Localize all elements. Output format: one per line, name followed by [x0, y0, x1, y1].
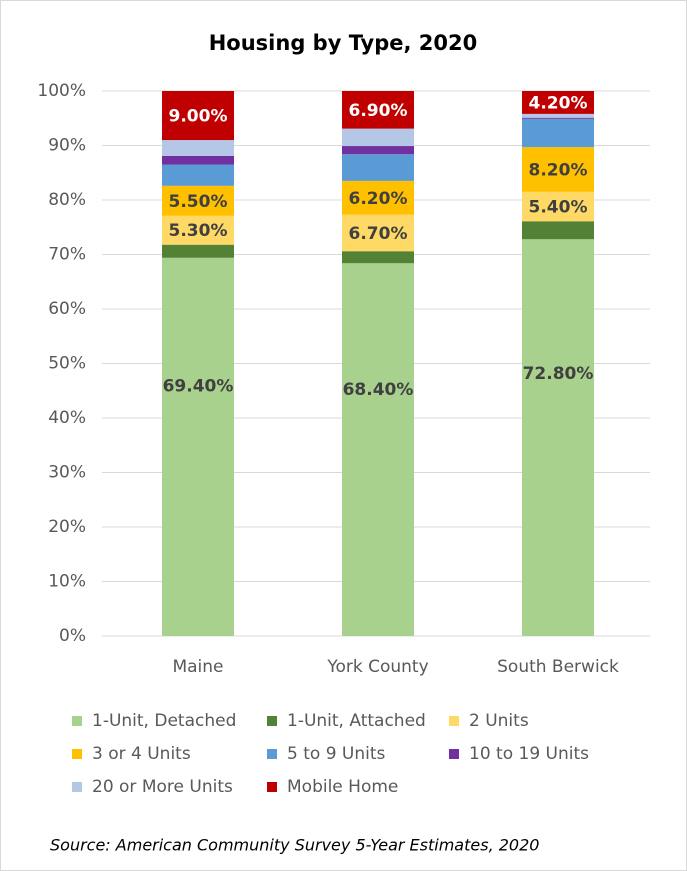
data-label: 72.80% — [523, 364, 594, 384]
bar-segment — [162, 91, 234, 141]
legend-swatch — [72, 716, 82, 726]
bar-segment — [522, 147, 594, 192]
y-tick-label: 10% — [48, 572, 86, 592]
bar-segment — [342, 91, 414, 129]
legend-swatch — [267, 782, 277, 792]
bar-segment — [162, 257, 234, 636]
bar-segment — [522, 117, 594, 119]
y-tick-label: 20% — [48, 517, 86, 537]
bar-segment — [522, 191, 594, 222]
data-label: 6.70% — [349, 224, 408, 244]
data-label: 4.20% — [529, 93, 588, 113]
legend-label: 10 to 19 Units — [469, 744, 589, 764]
bar-segment — [342, 146, 414, 155]
data-label: 68.40% — [343, 380, 414, 400]
y-tick-label: 50% — [48, 354, 86, 374]
y-tick-label: 30% — [48, 463, 86, 483]
legend-swatch — [267, 716, 277, 726]
y-tick-label: 80% — [48, 190, 86, 210]
bar-segment — [162, 164, 234, 186]
y-tick-label: 60% — [48, 299, 86, 319]
bar-segment — [162, 140, 234, 156]
y-tick-label: 70% — [48, 245, 86, 265]
legend-label: Mobile Home — [287, 777, 398, 797]
bar-segment — [162, 244, 234, 258]
data-label: 69.40% — [163, 376, 234, 396]
bar-segment — [342, 214, 414, 252]
data-label: 6.20% — [349, 189, 408, 209]
x-tick-label: York County — [326, 657, 428, 677]
legend-swatch — [72, 782, 82, 792]
x-tick-label: South Berwick — [497, 657, 619, 677]
bar-segment — [162, 185, 234, 216]
y-tick-label: 90% — [48, 136, 86, 156]
legend-label: 1-Unit, Attached — [287, 711, 426, 731]
legend-swatch — [267, 749, 277, 759]
bar-segment — [522, 91, 594, 114]
source-note: Source: American Community Survey 5-Year… — [50, 836, 539, 855]
legend-label: 3 or 4 Units — [92, 744, 191, 764]
data-label: 6.90% — [349, 101, 408, 121]
bar-segment — [162, 155, 234, 165]
x-tick-label: Maine — [172, 657, 223, 677]
data-label: 5.30% — [169, 221, 228, 241]
data-label: 5.40% — [529, 198, 588, 218]
bar-segment — [522, 239, 594, 637]
legend-label: 2 Units — [469, 711, 529, 731]
y-tick-label: 100% — [37, 81, 86, 101]
legend-swatch — [449, 716, 459, 726]
data-label: 8.20% — [529, 160, 588, 180]
bar-segment — [522, 118, 594, 148]
legend-label: 5 to 9 Units — [287, 744, 386, 764]
bar-segment — [342, 128, 414, 147]
bar-segment — [342, 154, 414, 181]
data-label: 9.00% — [169, 107, 228, 127]
bar-segment — [522, 221, 594, 240]
bar-segment — [342, 263, 414, 636]
bar-segment — [162, 215, 234, 245]
data-label: 5.50% — [169, 192, 228, 212]
bar-segment — [342, 180, 414, 215]
chart-title: Housing by Type, 2020 — [209, 31, 478, 55]
y-tick-label: 0% — [59, 626, 86, 646]
y-tick-label: 40% — [48, 408, 86, 428]
bar-segment — [342, 251, 414, 264]
bar-segment — [522, 113, 594, 118]
legend-label: 20 or More Units — [92, 777, 233, 797]
legend-swatch — [72, 749, 82, 759]
legend-label: 1-Unit, Detached — [92, 711, 236, 731]
legend-swatch — [449, 749, 459, 759]
